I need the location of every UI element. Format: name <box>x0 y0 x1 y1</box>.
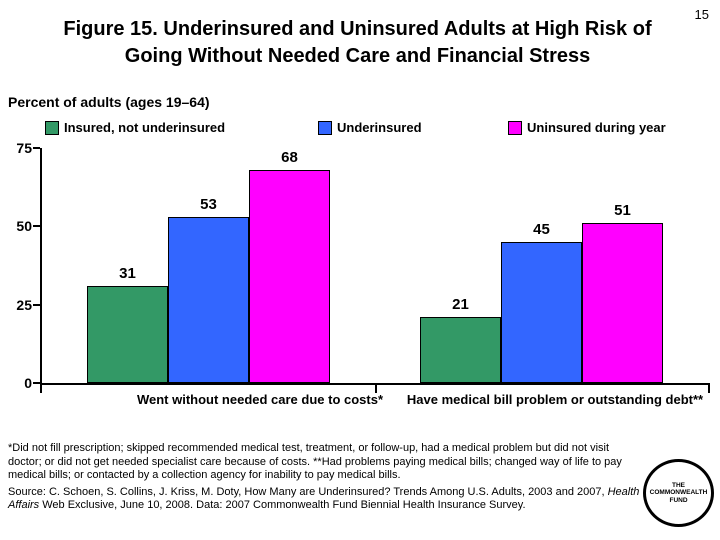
legend-item-underinsured: Underinsured <box>318 120 422 135</box>
legend-swatch-blue <box>318 120 332 135</box>
y-axis-tick-label: 50 <box>16 218 32 234</box>
y-axis-tick-label: 25 <box>16 297 32 313</box>
y-axis-title: Percent of adults (ages 19–64) <box>8 94 210 110</box>
legend-item-insured-not-underinsured: Insured, not underinsured <box>45 120 225 135</box>
x-axis-tick-mark <box>708 385 710 393</box>
x-axis-tick-mark <box>375 385 377 393</box>
figure-title-line-2: Going Without Needed Care and Financial … <box>124 45 591 67</box>
bar-value-label: 21 <box>452 296 469 313</box>
y-axis-tick-mark <box>33 382 40 384</box>
footnotes: *Did not fill prescription; skipped reco… <box>8 442 640 516</box>
bar-series1-group1 <box>501 242 582 383</box>
footnote-definitions: *Did not fill prescription; skipped reco… <box>8 442 622 481</box>
bar-value-label: 31 <box>119 265 136 282</box>
bar-value-label: 53 <box>200 196 217 213</box>
figure-title: Figure 15. Underinsured and Uninsured Ad… <box>30 16 685 70</box>
legend-swatch-magenta <box>508 120 522 135</box>
bar-series0-group1 <box>420 317 501 383</box>
logo-line-2: COMMONWEALTH <box>649 489 708 497</box>
category-label-medical-bill-problem: Have medical bill problem or outstanding… <box>406 392 704 407</box>
x-axis-tick-mark <box>40 385 42 393</box>
y-axis-tick-mark <box>33 225 40 227</box>
logo-line-1: THE <box>672 481 685 489</box>
source-journal-italic: Health Affairs <box>8 485 640 512</box>
bar-value-label: 51 <box>614 202 631 219</box>
y-axis-tick-label: 0 <box>24 375 32 391</box>
page-number: 15 <box>694 7 709 22</box>
chart-legend: Insured, not underinsured Underinsured U… <box>0 120 720 136</box>
plot-area: 31 21 53 45 68 51 0 25 50 75 <box>16 140 710 393</box>
category-label-went-without-care: Went without needed care due to costs* <box>136 392 384 407</box>
legend-label: Underinsured <box>337 120 422 135</box>
bar-series1-group0 <box>168 217 249 383</box>
y-axis-tick-mark <box>33 147 40 149</box>
legend-label: Insured, not underinsured <box>64 120 226 135</box>
bar-series2-group0 <box>249 170 330 383</box>
y-axis-tick-mark <box>33 304 40 306</box>
legend-swatch-green <box>45 120 59 135</box>
logo-line-3: FUND <box>669 496 688 504</box>
y-axis-tick-label: 75 <box>16 140 32 156</box>
figure-title-line-1: Figure 15. Underinsured and Uninsured Ad… <box>63 18 652 40</box>
source-text-suffix: Web Exclusive, June 10, 2008. Data: 2007… <box>39 499 526 511</box>
bar-value-label: 68 <box>281 149 298 166</box>
bar-series0-group0 <box>87 286 168 383</box>
bar-series2-group1 <box>582 223 663 383</box>
commonwealth-fund-logo: THE COMMONWEALTH FUND <box>643 459 714 527</box>
legend-label: Uninsured during year <box>527 120 666 135</box>
source-text: Source: C. Schoen, S. Collins, J. Kriss,… <box>8 485 608 498</box>
bar-value-label: 45 <box>533 221 550 238</box>
source-citation: Source: C. Schoen, S. Collins, J. Kriss,… <box>8 486 640 513</box>
legend-item-uninsured-during-year: Uninsured during year <box>508 120 666 135</box>
